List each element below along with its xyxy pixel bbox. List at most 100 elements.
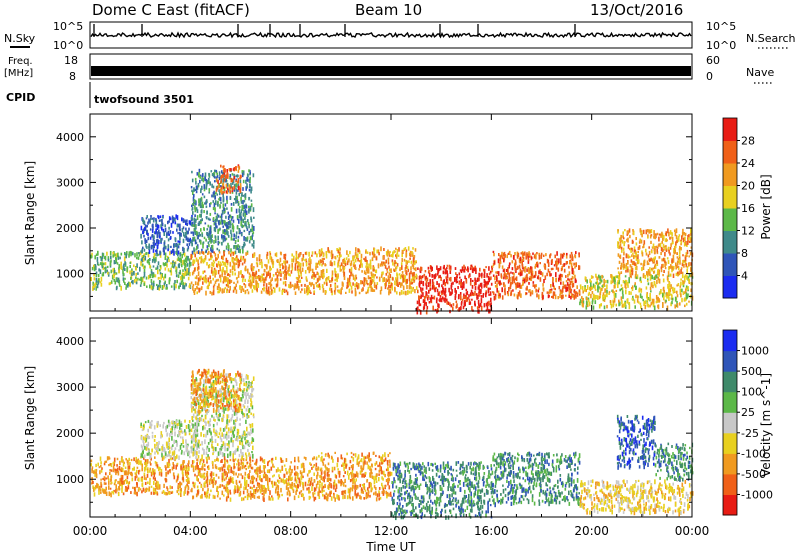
nsearch-tick-top: 10^5 — [706, 20, 736, 33]
velocity-region — [491, 451, 581, 508]
velocity-colorbar-swatch — [723, 412, 737, 434]
nsky-panel — [89, 21, 693, 49]
beam-label: Beam 10 — [355, 1, 422, 19]
x-tick-label: 04:00 — [173, 524, 208, 538]
power-y-tick-label: 3000 — [56, 176, 84, 189]
power-region — [491, 250, 581, 301]
x-tick-label: 12:00 — [374, 524, 409, 538]
velocity-y-axis-label: Slant Range [km] — [23, 366, 37, 470]
power-colorbar-label: Power [dB] — [759, 174, 773, 239]
velocity-colorbar-frame — [722, 329, 738, 516]
power-y-tick-label: 4000 — [56, 131, 84, 144]
nsky-trace-line — [90, 31, 692, 39]
date-label: 13/Oct/2016 — [590, 1, 683, 19]
power-colorbar-swatch — [723, 230, 737, 254]
velocity-colorbar-tick-label: -100 — [741, 447, 766, 460]
x-tick-label: 00:00 — [73, 524, 108, 538]
power-colorbar-tick-label: 4 — [741, 270, 748, 283]
velocity-y-tick-label: 4000 — [56, 335, 84, 348]
velocity-colorbar-swatch — [723, 371, 737, 393]
nave-label: Nave — [746, 66, 774, 79]
freq-trace — [91, 66, 691, 76]
nsky-tick-bottom: 10^0 — [53, 39, 83, 52]
velocity-colorbar-tick-label: 1000 — [741, 345, 769, 358]
freq-unit: [MHz] — [4, 68, 33, 79]
freq-tick-bottom: 8 — [69, 70, 76, 83]
power-colorbar-swatch — [723, 118, 737, 141]
velocity-colorbar-tick-label: 100 — [741, 386, 762, 399]
velocity-y-tick-label: 2000 — [56, 427, 84, 440]
velocity-axes: 1000 2000 3000 4000 — [56, 317, 693, 517]
power-colorbar-tick-label: 24 — [741, 157, 755, 170]
power-colorbar-swatch — [723, 140, 737, 164]
velocity-colorbar-swatch — [723, 473, 737, 495]
velocity-colorbar-tick-label: 25 — [741, 406, 755, 419]
velocity-region — [315, 451, 393, 502]
nsearch-label: N.Search — [746, 32, 796, 45]
velocity-region — [654, 442, 694, 482]
power-y-tick-label: 1000 — [56, 268, 84, 281]
velocity-colorbar-tick-label: -1000 — [741, 488, 773, 501]
velocity-region — [616, 414, 656, 470]
power-colorbar-tick-label: 28 — [741, 135, 755, 148]
power-colorbar-swatch — [723, 253, 737, 276]
velocity-colorbar-tick-label: -25 — [741, 427, 759, 440]
velocity-region — [90, 456, 190, 498]
velocity-y-tick-label: 1000 — [56, 473, 84, 486]
nsky-tick-top: 10^5 — [53, 20, 83, 33]
velocity-colorbar-swatch — [723, 330, 737, 352]
power-colorbar-tick-label: 16 — [741, 202, 755, 215]
velocity-region — [190, 456, 318, 502]
velocity-y-tick-label: 3000 — [56, 381, 84, 394]
velocity-colorbar-swatch — [723, 350, 737, 372]
freq-tick-top: 18 — [64, 54, 78, 67]
freq-panel — [89, 53, 693, 80]
power-heatmap — [90, 164, 694, 315]
nsearch-tick-bottom: 10^0 — [706, 39, 736, 52]
velocity-region — [190, 368, 242, 415]
power-region — [215, 164, 242, 195]
velocity-colorbar-label: Velocity [m s^-1] — [759, 373, 773, 477]
power-region — [579, 273, 694, 311]
x-tick-label: 00:00 — [675, 524, 710, 538]
velocity-colorbar-tick-label: -500 — [741, 468, 766, 481]
x-axis-label: Time UT — [365, 540, 416, 554]
velocity-heatmap — [90, 368, 694, 521]
power-colorbar-tick-label: 12 — [741, 225, 755, 238]
power-colorbar-swatch — [723, 208, 737, 231]
nsky-label: N.Sky — [4, 32, 36, 45]
velocity-colorbar-swatch — [723, 432, 737, 454]
velocity-region — [391, 461, 493, 521]
power-region — [316, 246, 418, 297]
nave-tick-bottom: 0 — [706, 70, 713, 83]
power-colorbar-swatch — [723, 275, 737, 299]
power-colorbar-swatch — [723, 163, 737, 186]
power-colorbar: 4 8 12 16 20 24 28 — [722, 117, 755, 299]
x-tick-label: 20:00 — [574, 524, 609, 538]
velocity-colorbar-swatch — [723, 453, 737, 475]
power-y-tick-label: 2000 — [56, 222, 84, 235]
freq-label: Freq. — [8, 56, 33, 67]
power-colorbar-tick-label: 8 — [741, 247, 748, 260]
power-colorbar-tick-label: 20 — [741, 180, 755, 193]
power-region — [90, 250, 192, 291]
velocity-colorbar-tick-label: 500 — [741, 365, 762, 378]
velocity-colorbar-swatch — [723, 391, 737, 413]
velocity-region — [140, 419, 197, 461]
x-tick-label: 08:00 — [273, 524, 308, 538]
velocity-colorbar: 1000 500 100 25 -25 -100 -500 -1000 — [722, 329, 773, 516]
power-region — [190, 168, 255, 255]
power-colorbar-swatch — [723, 185, 737, 209]
x-tick-label: 16:00 — [474, 524, 509, 538]
time-axis: 00:00 04:00 08:00 12:00 16:00 20:00 00:00 — [73, 524, 710, 538]
power-region — [617, 228, 694, 278]
power-axes: 1000 2000 3000 4000 — [56, 113, 693, 311]
velocity-colorbar-swatch — [723, 494, 737, 516]
power-region — [416, 264, 493, 315]
power-region — [190, 250, 317, 296]
nave-tick-top: 60 — [706, 54, 720, 67]
power-y-axis-label: Slant Range [km] — [23, 161, 37, 265]
nsky-trace — [90, 24, 692, 39]
power-region — [140, 214, 197, 256]
